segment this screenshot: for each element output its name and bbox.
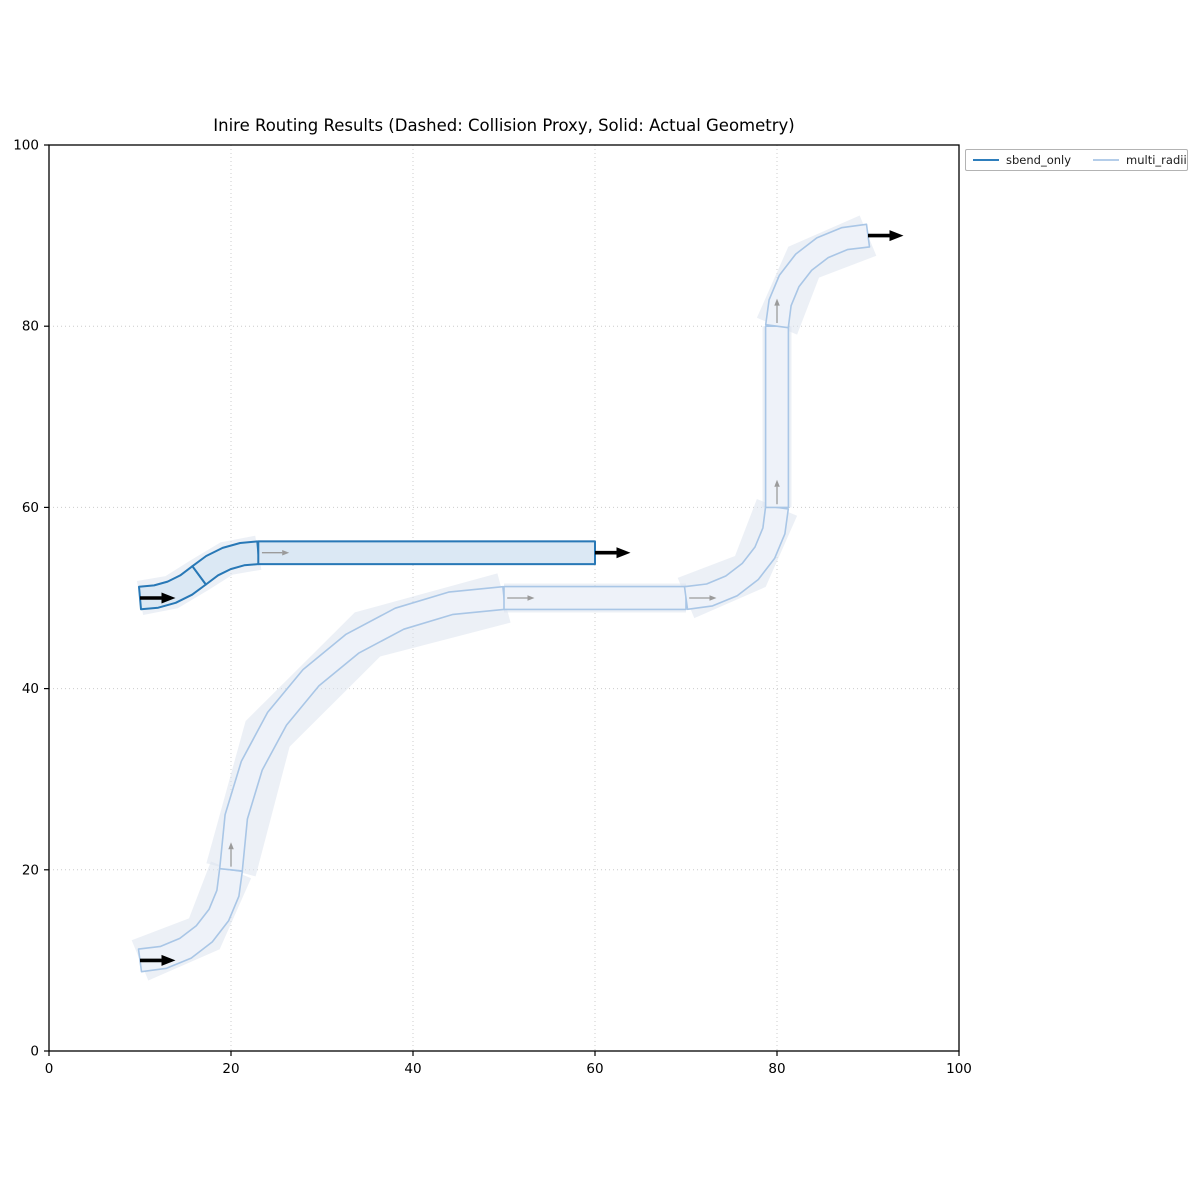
segment-arrow-multi_radii-head	[709, 595, 717, 601]
y-tick-label: 80	[22, 319, 39, 335]
legend-label: sbend_only	[1006, 153, 1072, 167]
plot-spines	[48, 144, 960, 1052]
chart-title: Inire Routing Results (Dashed: Collision…	[213, 116, 795, 135]
x-tick-label: 20	[222, 1061, 239, 1077]
port-arrow-multi_radii-head	[161, 954, 176, 966]
segment-arrow-multi_radii-head	[527, 595, 535, 601]
segment-arrow-sbend_only-head	[282, 550, 290, 556]
port-arrow-multi_radii-head	[889, 230, 904, 242]
collision-proxy-multi_radii	[206, 573, 511, 877]
x-tick-label: 60	[586, 1061, 603, 1077]
y-tick-label: 100	[13, 138, 39, 154]
waveguide-segment-multi_radii	[764, 325, 790, 509]
legend: sbend_only multi_radii	[965, 149, 1188, 171]
segment-arrow-multi_radii-head	[774, 298, 780, 306]
waveguide-segment-multi_radii	[218, 585, 506, 872]
waveguide-segment-multi_radii	[764, 223, 871, 329]
port-arrows-layer	[140, 230, 904, 966]
x-tick-label: 0	[45, 1061, 54, 1077]
y-tick-label: 60	[22, 500, 39, 516]
legend-line-sample	[1093, 159, 1120, 161]
legend-line-sample	[973, 159, 999, 161]
waveguide-geometry-layer	[137, 223, 871, 973]
port-arrow-sbend_only-head	[616, 547, 631, 559]
y-tick-label: 0	[30, 1044, 39, 1060]
segment-arrow-multi_radii-head	[774, 479, 780, 487]
segment-direction-markers-layer	[228, 298, 780, 867]
legend-item-sbend_only: sbend_only	[973, 153, 1071, 167]
port-arrow-sbend_only-head	[161, 592, 176, 604]
legend-label: multi_radii	[1126, 153, 1187, 167]
axes-layer: 0 20 40 60 80 100 0 20 40 60 80 100	[13, 138, 972, 1078]
legend-item-multi_radii: multi_radii	[1093, 153, 1187, 167]
waveguide-segment-sbend_only	[257, 540, 596, 566]
x-tick-label: 80	[768, 1061, 785, 1077]
segment-arrow-multi_radii-head	[228, 842, 234, 850]
y-tick-label: 40	[22, 681, 39, 697]
y-tick-label: 20	[22, 862, 39, 878]
x-tick-label: 40	[404, 1061, 421, 1077]
x-tick-label: 100	[946, 1061, 972, 1077]
